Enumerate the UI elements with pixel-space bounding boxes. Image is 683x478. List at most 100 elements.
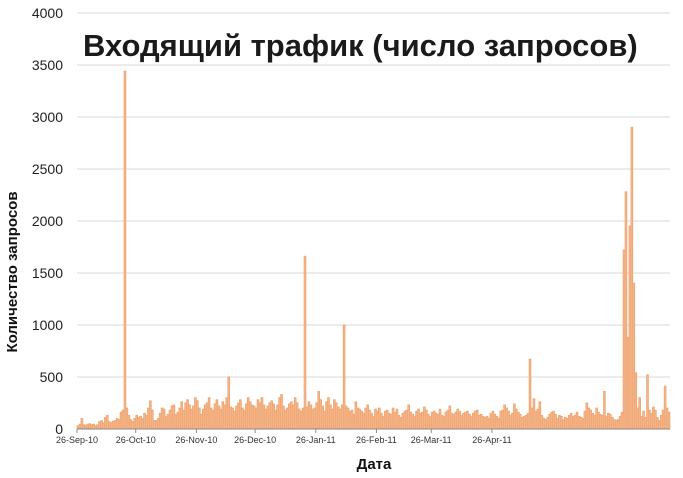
- bar: [215, 399, 219, 430]
- bar: [372, 415, 375, 430]
- bar: [663, 385, 667, 430]
- bar: [137, 417, 140, 430]
- bar: [540, 414, 544, 430]
- bar: [565, 418, 569, 430]
- bar: [395, 408, 399, 430]
- bar: [493, 413, 497, 430]
- bar: [289, 401, 293, 430]
- bar: [657, 420, 661, 430]
- bar: [362, 412, 366, 430]
- bar: [587, 407, 591, 430]
- bar: [430, 411, 434, 430]
- bar: [260, 397, 264, 430]
- bar: [368, 409, 371, 430]
- bar: [603, 391, 606, 430]
- bar: [293, 397, 297, 430]
- bar: [164, 415, 168, 430]
- bar: [184, 402, 187, 430]
- bar: [583, 410, 587, 430]
- bar: [642, 410, 645, 430]
- bar: [610, 417, 614, 430]
- bar: [511, 412, 514, 430]
- bar: [199, 413, 203, 430]
- bar: [458, 410, 461, 430]
- x-tick-label: 26-Oct-10: [116, 435, 156, 445]
- bar: [607, 412, 610, 430]
- bar: [532, 398, 536, 430]
- bar: [166, 413, 170, 430]
- x-tick-label: 26-Mar-11: [411, 435, 452, 445]
- bar: [446, 409, 450, 430]
- bar: [139, 415, 142, 430]
- bar: [444, 411, 448, 430]
- bar: [454, 411, 458, 430]
- bar: [665, 407, 669, 430]
- x-tick-label: 26-Dec-10: [234, 435, 276, 445]
- bar: [203, 404, 207, 430]
- bar: [262, 404, 266, 430]
- x-tick-label: 26-Apr-11: [472, 435, 511, 445]
- gridlines: [77, 12, 670, 378]
- bar: [563, 417, 567, 430]
- bar: [536, 408, 540, 430]
- bar: [634, 372, 638, 430]
- bar: [401, 412, 405, 430]
- bar: [338, 408, 342, 430]
- bar: [272, 403, 276, 430]
- bar: [243, 409, 246, 430]
- bar: [291, 404, 295, 430]
- bar: [597, 411, 600, 430]
- bar: [111, 420, 115, 430]
- bar: [241, 407, 244, 430]
- bar: [489, 412, 493, 430]
- bar: [211, 409, 215, 430]
- bar: [129, 419, 133, 430]
- bar: [491, 410, 495, 430]
- y-tick-label: 1500: [32, 265, 63, 281]
- bar: [156, 418, 160, 430]
- bar: [473, 410, 477, 430]
- bar: [640, 415, 643, 430]
- bar: [452, 413, 456, 430]
- bar: [608, 413, 612, 430]
- bar: [605, 415, 608, 430]
- bar: [286, 407, 289, 430]
- bar: [307, 401, 311, 430]
- bar: [315, 402, 319, 430]
- bar: [622, 249, 626, 430]
- bar: [213, 403, 217, 430]
- bar: [86, 423, 90, 430]
- bar: [80, 418, 84, 430]
- bar: [100, 420, 103, 430]
- bar: [327, 397, 330, 430]
- bar: [487, 418, 491, 430]
- bar: [207, 397, 211, 430]
- bar: [667, 411, 671, 430]
- bar: [158, 412, 162, 430]
- bar: [528, 358, 532, 430]
- bar: [172, 404, 176, 430]
- bar: [102, 422, 105, 430]
- bar: [329, 404, 332, 430]
- bar: [354, 401, 358, 430]
- bar: [405, 409, 409, 430]
- bar: [544, 419, 548, 430]
- bar: [485, 415, 489, 430]
- y-tick-label: 3000: [32, 109, 63, 125]
- bar: [276, 404, 279, 430]
- y-tick-label: 2500: [32, 161, 63, 177]
- bar: [567, 414, 571, 430]
- bar: [562, 419, 565, 430]
- bar: [174, 413, 178, 430]
- bar: [585, 402, 589, 430]
- x-tick-label: 26-Jan-11: [296, 435, 336, 445]
- bar: [109, 422, 113, 430]
- bar: [84, 424, 88, 430]
- bar: [170, 405, 174, 430]
- bar: [471, 412, 475, 430]
- bar: [552, 410, 555, 430]
- bar: [616, 419, 620, 430]
- bar: [513, 403, 516, 430]
- bar: [387, 412, 391, 430]
